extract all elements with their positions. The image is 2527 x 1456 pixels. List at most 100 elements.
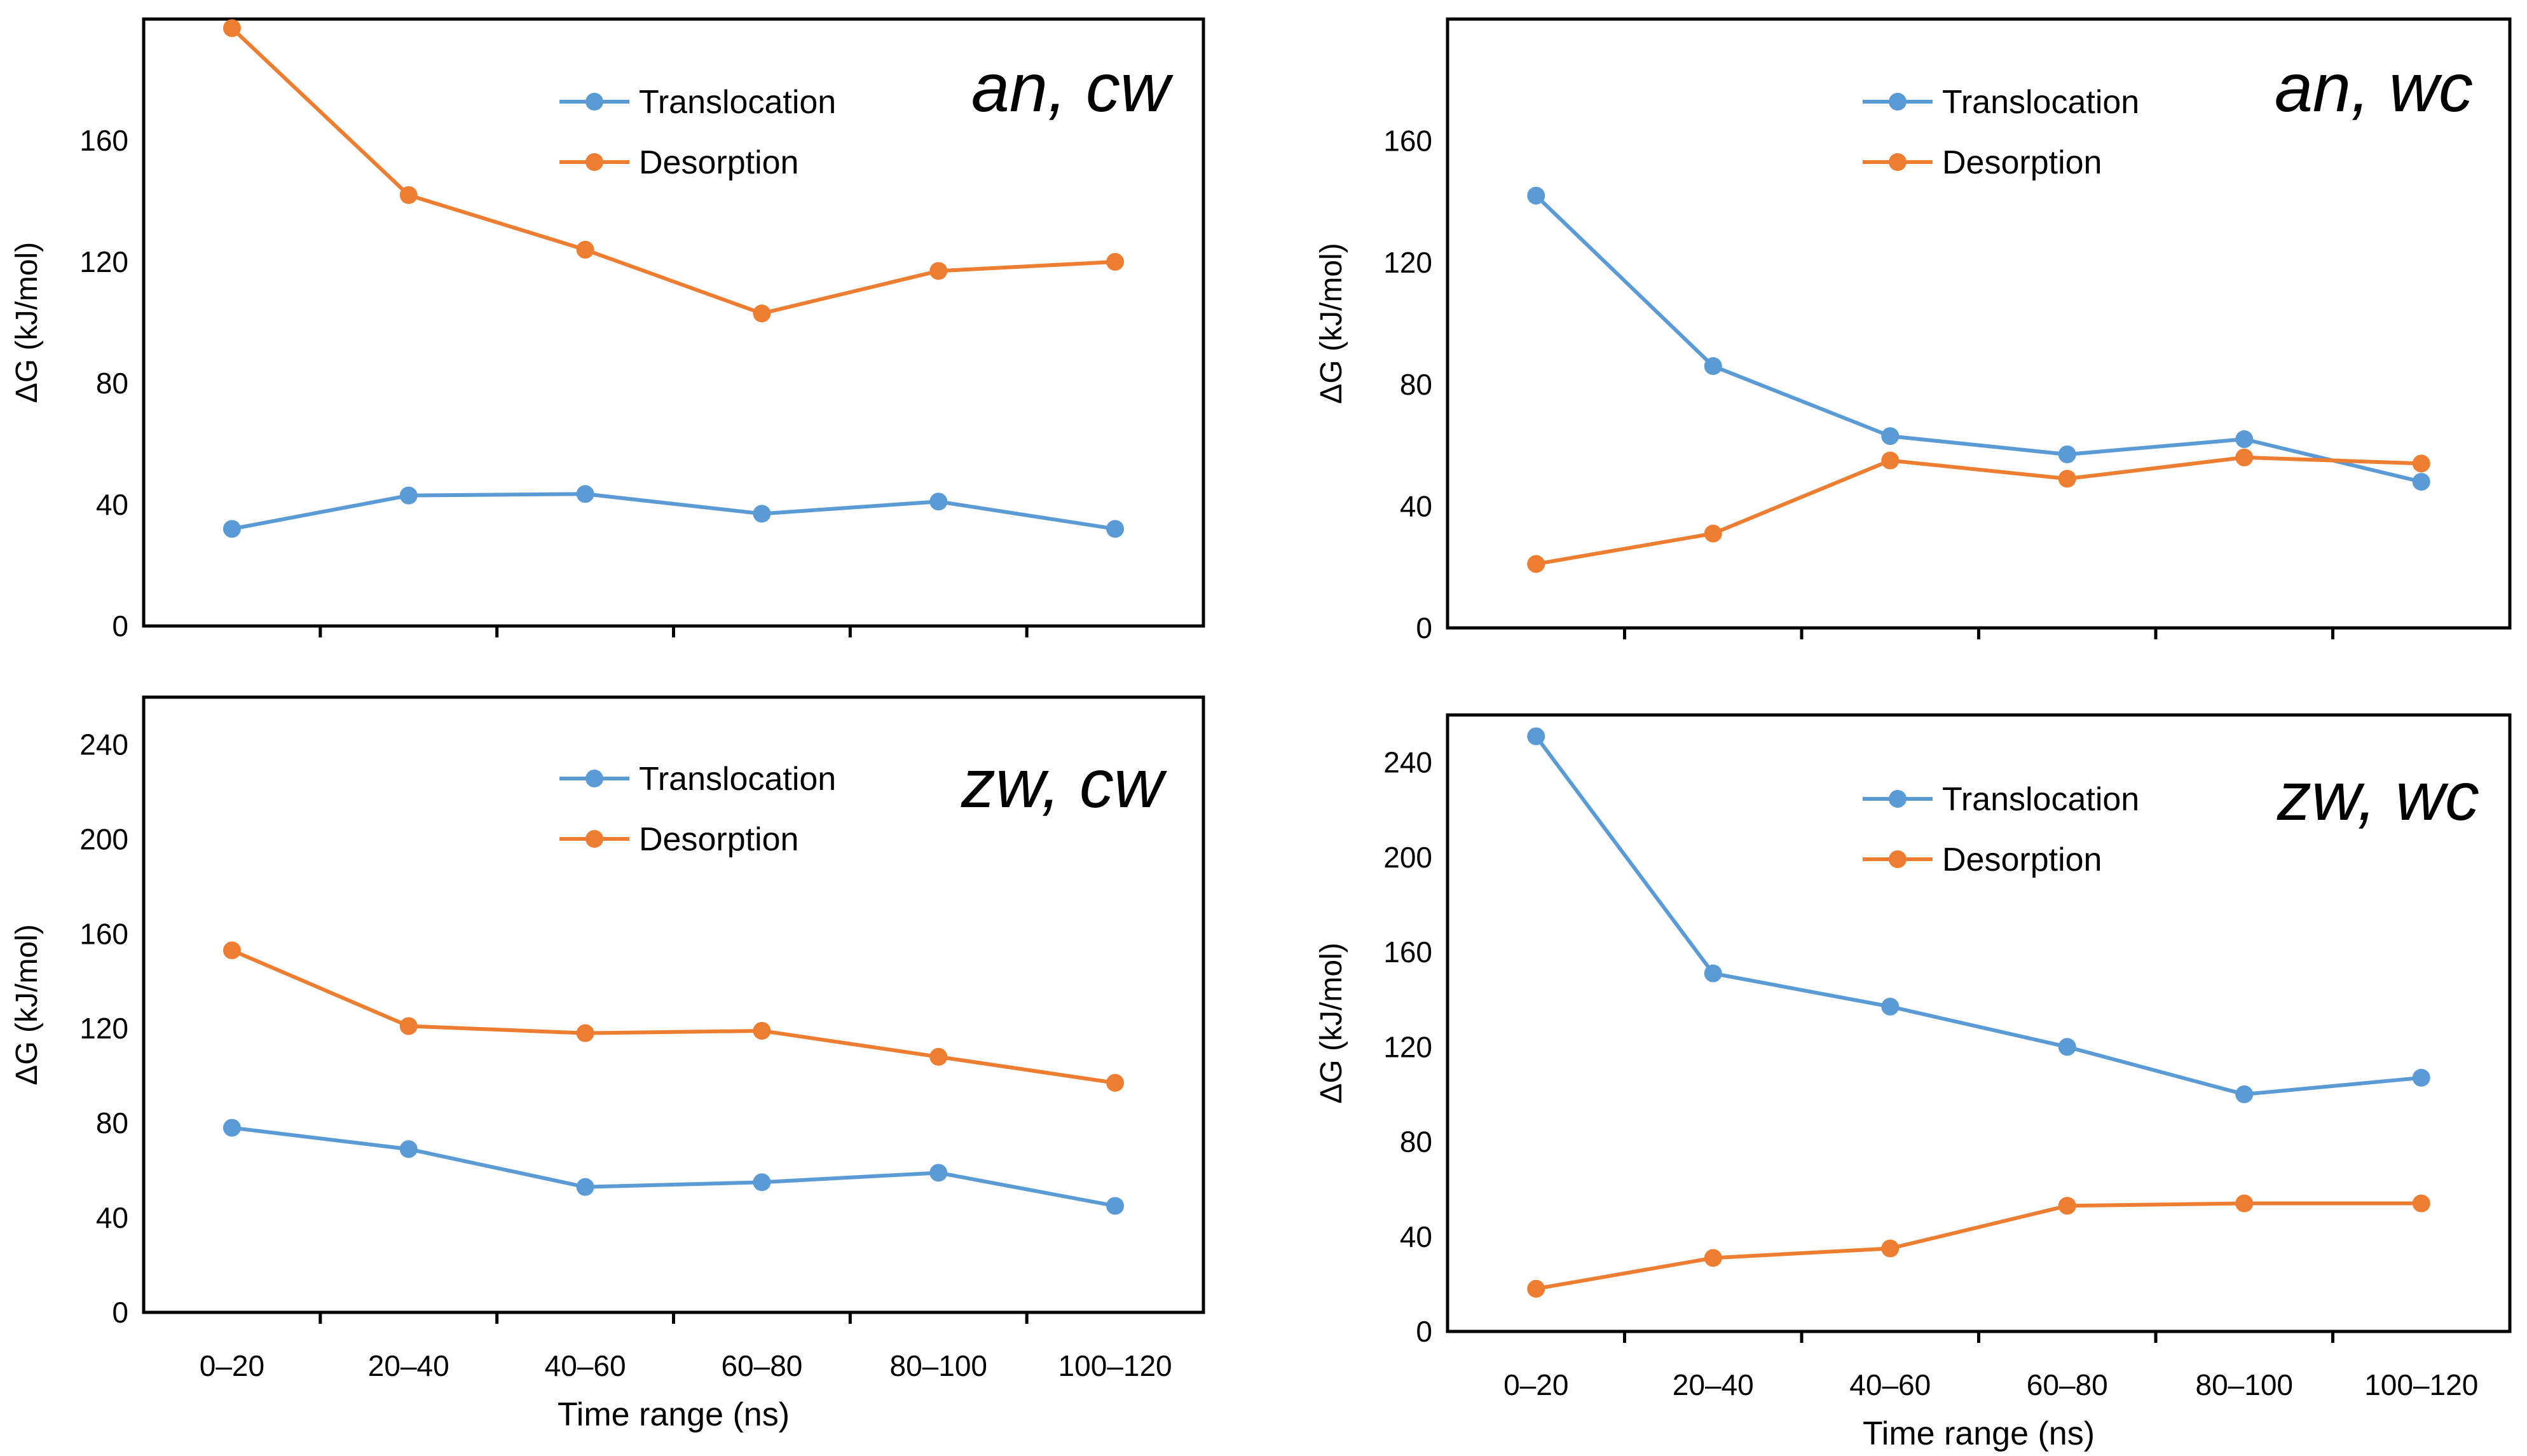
- panel-title: zw, cw: [961, 745, 1167, 822]
- x-tick-label: 60–80: [721, 1349, 802, 1382]
- data-point-desorption: [576, 240, 594, 259]
- data-point-desorption: [399, 186, 418, 204]
- data-point-translocation: [399, 1140, 418, 1159]
- data-point-desorption: [1704, 1249, 1722, 1267]
- legend-marker-desorption: [1889, 153, 1907, 171]
- data-point-desorption: [929, 262, 948, 280]
- legend-marker-translocation: [1889, 93, 1907, 111]
- y-tick-label: 80: [1400, 1126, 1432, 1159]
- data-point-desorption: [1881, 1239, 1900, 1258]
- panel-title: an, wc: [2275, 49, 2473, 126]
- y-tick-label: 40: [96, 488, 128, 521]
- data-point-translocation: [753, 505, 771, 523]
- y-tick-label: 0: [1416, 1315, 1432, 1348]
- y-tick-label: 160: [1383, 125, 1432, 158]
- data-point-translocation: [576, 1178, 594, 1196]
- data-point-translocation: [2412, 1068, 2430, 1087]
- y-tick-label: 40: [1400, 1220, 1432, 1253]
- legend-label-desorption: Desorption: [1942, 144, 2102, 181]
- data-point-translocation: [753, 1173, 771, 1192]
- series-line-translocation: [231, 1126, 1116, 1208]
- series-line-desorption: [1535, 455, 2421, 566]
- series-line-desorption: [230, 27, 1116, 316]
- series-line-translocation: [1534, 735, 2422, 1096]
- data-point-translocation: [2235, 430, 2254, 449]
- legend-label-desorption: Desorption: [1942, 841, 2102, 878]
- data-point-desorption: [399, 1017, 418, 1035]
- y-tick-label: 160: [79, 124, 128, 157]
- y-tick-label: 240: [1383, 746, 1432, 779]
- x-axis-label: Time range (ns): [1863, 1415, 2095, 1452]
- y-tick-label: 120: [79, 245, 128, 278]
- y-tick-label: 200: [1383, 841, 1432, 874]
- y-tick-label: 120: [1383, 1030, 1432, 1063]
- legend-marker-translocation: [586, 770, 603, 787]
- y-tick-label: 200: [79, 822, 128, 855]
- legend-marker-desorption: [586, 830, 603, 848]
- data-point-translocation: [1106, 520, 1125, 538]
- chart-panel-1: 0 40 80 120 160 ΔG (kJ/mol) Translocation Desor…: [10, 17, 1205, 643]
- legend-marker-desorption: [1889, 850, 1907, 868]
- x-tick-label: 20–40: [368, 1349, 449, 1382]
- legend-label-translocation: Translocation: [639, 761, 836, 798]
- data-point-translocation: [223, 520, 241, 538]
- data-point-desorption: [2058, 470, 2076, 488]
- data-point-desorption: [2412, 1194, 2430, 1213]
- data-point-desorption: [2058, 1197, 2076, 1215]
- legend-marker-desorption: [586, 153, 603, 171]
- data-point-translocation: [2412, 473, 2430, 491]
- data-point-translocation: [1704, 964, 1722, 983]
- y-tick-label: 40: [96, 1201, 128, 1234]
- data-point-translocation: [1881, 997, 1900, 1016]
- data-point-desorption: [753, 304, 771, 323]
- legend-label-desorption: Desorption: [639, 821, 798, 858]
- y-tick-label: 240: [79, 728, 128, 761]
- series-line-desorption: [1535, 1201, 2421, 1291]
- y-tick-label: 80: [96, 1106, 128, 1140]
- y-tick-label: 80: [96, 367, 128, 400]
- y-axis-label: ΔG (kJ/mol): [1315, 243, 1348, 404]
- y-tick-label: 0: [112, 1296, 128, 1329]
- legend-marker-translocation: [1889, 790, 1907, 808]
- y-axis-label: ΔG (kJ/mol): [10, 924, 44, 1085]
- legend-label-translocation: Translocation: [639, 84, 836, 121]
- legend-label-translocation: Translocation: [1942, 84, 2139, 121]
- data-point-translocation: [929, 1164, 948, 1182]
- y-axis-label: ΔG (kJ/mol): [1315, 942, 1348, 1103]
- data-point-desorption: [753, 1021, 771, 1040]
- data-point-desorption: [2412, 454, 2430, 473]
- data-point-desorption: [929, 1047, 948, 1066]
- x-axis-label: Time range (ns): [558, 1396, 790, 1433]
- data-point-translocation: [1106, 1197, 1125, 1215]
- data-point-desorption: [1106, 253, 1125, 271]
- x-tick-label: 40–60: [545, 1349, 626, 1382]
- x-tick-label: 80–100: [890, 1349, 988, 1382]
- legend-label-translocation: Translocation: [1942, 781, 2139, 818]
- y-tick-label: 120: [79, 1012, 128, 1045]
- data-point-translocation: [1704, 357, 1722, 376]
- y-tick-label: 40: [1400, 489, 1432, 522]
- panel-title: an, cw: [971, 49, 1174, 126]
- data-point-desorption: [1527, 1279, 1545, 1298]
- legend-marker-translocation: [586, 93, 603, 111]
- data-point-desorption: [2235, 1194, 2254, 1213]
- data-point-translocation: [576, 485, 594, 503]
- y-tick-label: 0: [112, 609, 128, 643]
- y-tick-label: 0: [1416, 611, 1432, 644]
- data-point-desorption: [1881, 451, 1900, 470]
- legend-label-desorption: Desorption: [639, 144, 798, 181]
- x-tick-label: 40–60: [1849, 1368, 1931, 1401]
- data-point-translocation: [1527, 186, 1545, 205]
- series-line-translocation: [231, 492, 1116, 531]
- x-tick-label: 80–100: [2196, 1368, 2294, 1401]
- data-point-desorption: [2235, 448, 2254, 466]
- data-point-desorption: [223, 19, 241, 37]
- data-point-desorption: [576, 1024, 594, 1042]
- data-point-desorption: [1527, 555, 1545, 573]
- y-tick-label: 80: [1400, 368, 1432, 401]
- panel-title: zw, wc: [2277, 758, 2479, 834]
- y-tick-label: 160: [1383, 936, 1432, 969]
- data-point-desorption: [223, 941, 241, 960]
- data-point-desorption: [1106, 1073, 1125, 1092]
